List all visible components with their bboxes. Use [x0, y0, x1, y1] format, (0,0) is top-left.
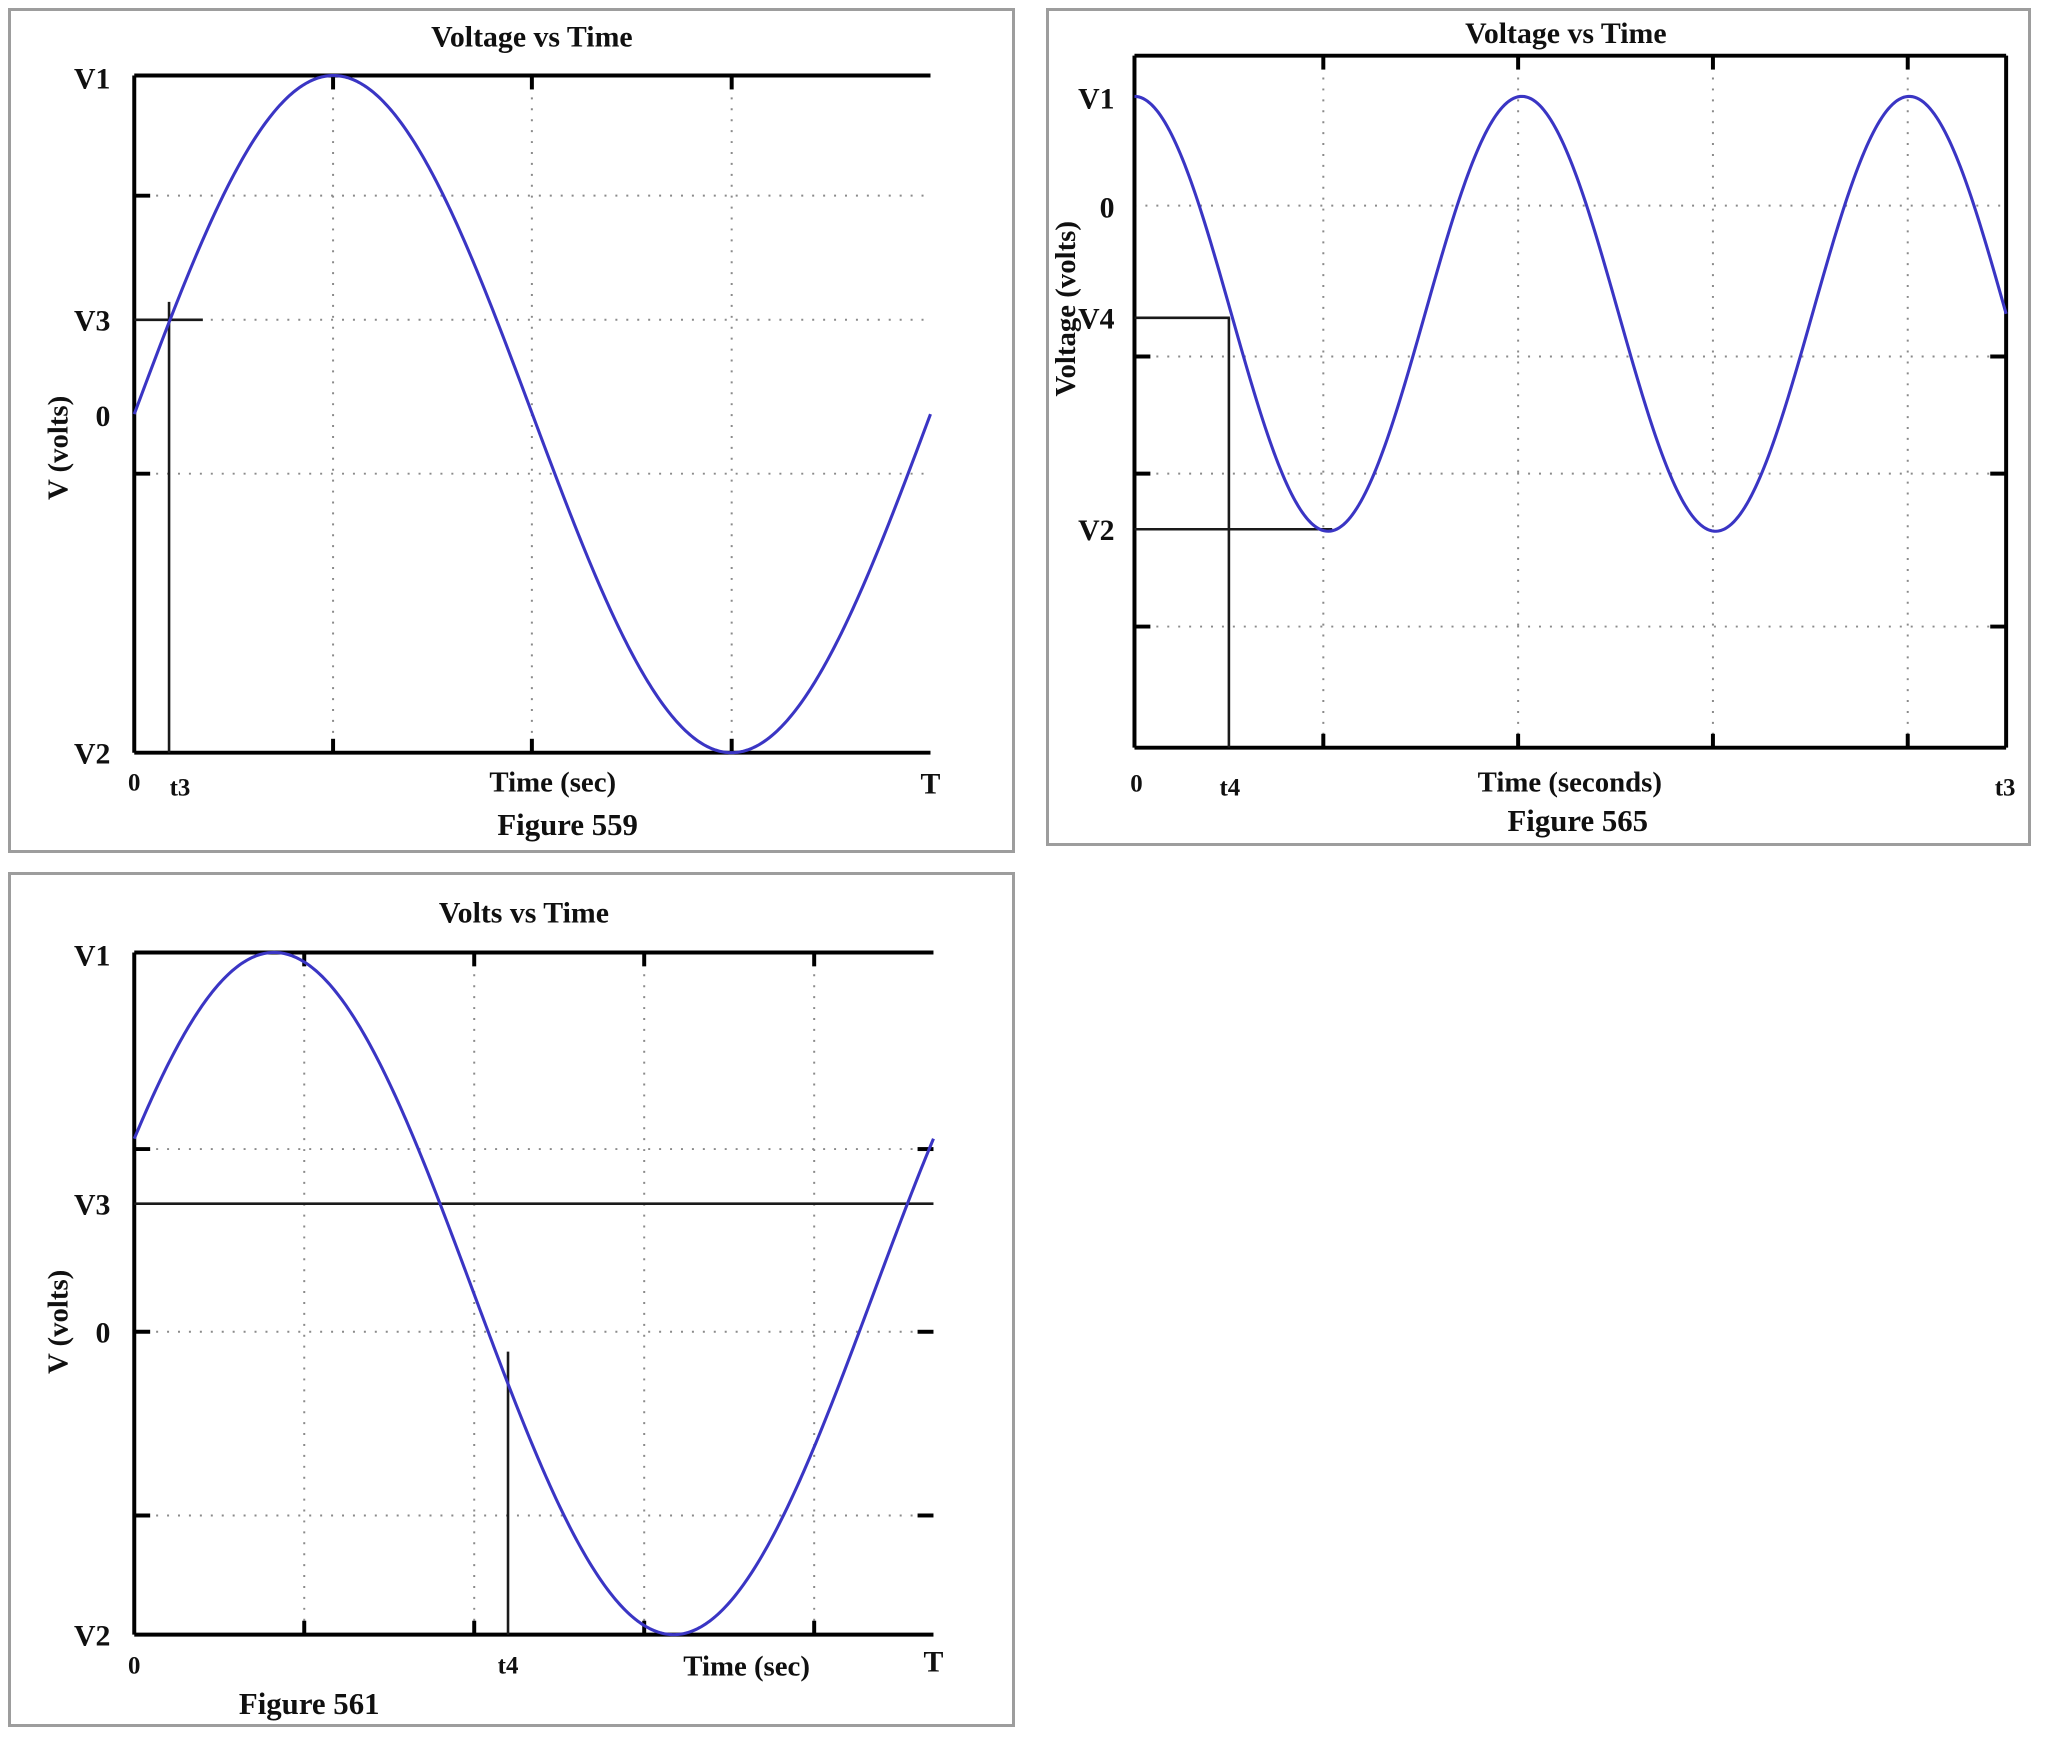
fig559-plot-frame — [132, 73, 931, 755]
fig565-xlabel: Time (seconds) — [1478, 766, 1662, 798]
fig565-ytick-v4: V4 — [1078, 303, 1115, 336]
fig561-ylabel: V (volts) — [43, 1270, 75, 1374]
figure-565-chart: V1 0 V4 V2 0 t4 t3 Voltage vs Time Time … — [1050, 17, 2016, 838]
fig559-ytick-v1: V1 — [74, 62, 110, 95]
fig565-xtick-t4: t4 — [1220, 774, 1241, 801]
fig561-xtick-zero: 0 — [128, 1652, 140, 1679]
fig565-y-tick-labels: V1 0 V4 V2 — [1078, 82, 1115, 547]
fig561-markers — [134, 1202, 934, 1635]
fig565-x-tick-labels: 0 t4 t3 — [1130, 770, 2015, 801]
fig561-x-tick-labels: 0 t4 T — [128, 1645, 943, 1679]
fig561-gridlines — [134, 952, 934, 1635]
fig559-caption: Figure 559 — [497, 808, 638, 842]
fig561-y-tick-labels: V1 V3 0 V2 — [74, 939, 110, 1652]
fig559-title: Voltage vs Time — [431, 21, 633, 54]
fig565-xtick-zero: 0 — [1130, 770, 1142, 797]
fig561-ytick-v1: V1 — [74, 939, 110, 972]
fig559-ytick-v2: V2 — [74, 738, 110, 771]
fig561-xtick-T: T — [924, 1645, 944, 1678]
fig561-voltage-curve — [132, 950, 935, 1637]
fig565-xtick-t3: t3 — [1995, 774, 2016, 801]
fig565-plot-frame — [1132, 53, 2009, 750]
fig561-xtick-t4: t4 — [498, 1652, 519, 1679]
figure-561-chart: V1 V3 0 V2 0 t4 T Volts vs Time Time (se… — [43, 897, 944, 1721]
fig559-xtick-zero: 0 — [128, 769, 140, 796]
fig559-x-tick-labels: 0 t3 T — [128, 767, 941, 801]
fig561-ytick-zero: 0 — [95, 1317, 110, 1350]
fig559-ytick-v3: V3 — [74, 305, 110, 338]
fig559-voltage-curve-full — [132, 73, 932, 755]
fig565-ytick-zero: 0 — [1100, 192, 1115, 225]
fig565-caption: Figure 565 — [1507, 804, 1648, 838]
fig559-y-tick-labels: V1 V3 0 V2 — [74, 62, 110, 770]
figure-559-chart: V1 V3 0 V2 0 t3 T Voltage vs Time Time (… — [43, 21, 941, 842]
fig559-markers — [134, 301, 203, 753]
figure-panel-559: V1 V3 0 V2 0 t3 T Voltage vs Time Time (… — [8, 8, 1015, 853]
fig565-title: Voltage vs Time — [1465, 17, 1667, 50]
fig565-markers — [1134, 316, 1333, 748]
fig559-ylabel: V (volts) — [43, 396, 75, 500]
figure-panel-561: V1 V3 0 V2 0 t4 T Volts vs Time Time (se… — [8, 872, 1015, 1727]
fig565-ylabel: Voltage (volts) — [1050, 221, 1082, 397]
fig561-caption: Figure 561 — [239, 1687, 380, 1721]
fig561-title: Volts vs Time — [439, 897, 609, 930]
fig561-xlabel: Time (sec) — [683, 1650, 810, 1682]
fig565-voltage-curve — [1134, 94, 2008, 533]
fig559-xlabel: Time (sec) — [489, 766, 616, 798]
figure-panel-565: V1 0 V4 V2 0 t4 t3 Voltage vs Time Time … — [1046, 8, 2031, 846]
fig559-xtick-T: T — [921, 767, 941, 800]
fig559-ytick-zero: 0 — [95, 400, 110, 433]
fig561-ytick-v2: V2 — [74, 1620, 110, 1653]
fig565-ytick-v2: V2 — [1078, 514, 1114, 547]
fig565-ytick-v1: V1 — [1078, 82, 1114, 115]
fig559-xtick-t3: t3 — [170, 774, 191, 801]
fig561-ytick-v3: V3 — [74, 1189, 110, 1222]
